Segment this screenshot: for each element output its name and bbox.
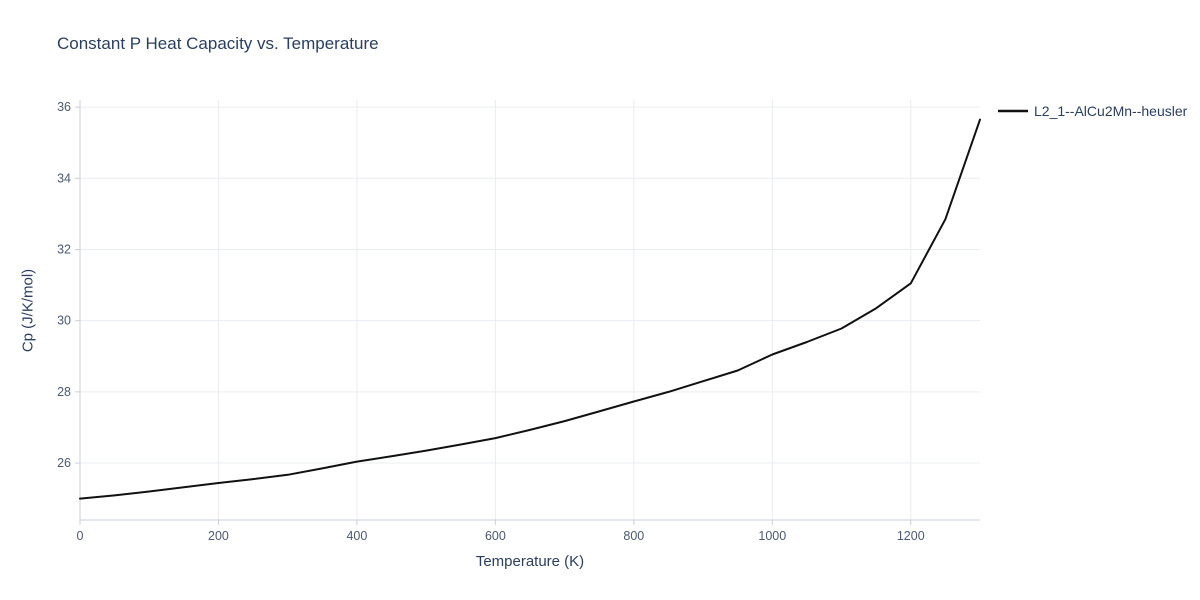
y-tick-label: 34 bbox=[57, 171, 71, 185]
y-tick-label: 36 bbox=[57, 100, 71, 114]
x-tick-label: 800 bbox=[623, 529, 644, 543]
legend-label: L2_1--AlCu2Mn--heusler bbox=[1034, 103, 1188, 119]
chart-title: Constant P Heat Capacity vs. Temperature bbox=[57, 34, 379, 53]
x-tick-label: 400 bbox=[346, 529, 367, 543]
plot-area[interactable] bbox=[80, 100, 980, 520]
x-tick-label: 1000 bbox=[758, 529, 786, 543]
x-axis-title: Temperature (K) bbox=[475, 553, 585, 570]
y-tick-label: 32 bbox=[57, 242, 71, 256]
x-tick-label: 600 bbox=[485, 529, 506, 543]
legend-line-swatch bbox=[998, 109, 1028, 113]
y-tick-label: 30 bbox=[57, 314, 71, 328]
y-tick-label: 28 bbox=[57, 385, 71, 399]
x-tick-label: 1200 bbox=[897, 529, 925, 543]
series-line[interactable] bbox=[79, 118, 981, 500]
legend-item[interactable]: L2_1--AlCu2Mn--heusler bbox=[998, 103, 1187, 119]
x-tick-label: 200 bbox=[208, 529, 229, 543]
y-tick-label: 26 bbox=[57, 456, 71, 470]
y-axis-title: Cp (J/K/mol) bbox=[19, 268, 37, 353]
x-tick-label: 0 bbox=[77, 529, 84, 543]
